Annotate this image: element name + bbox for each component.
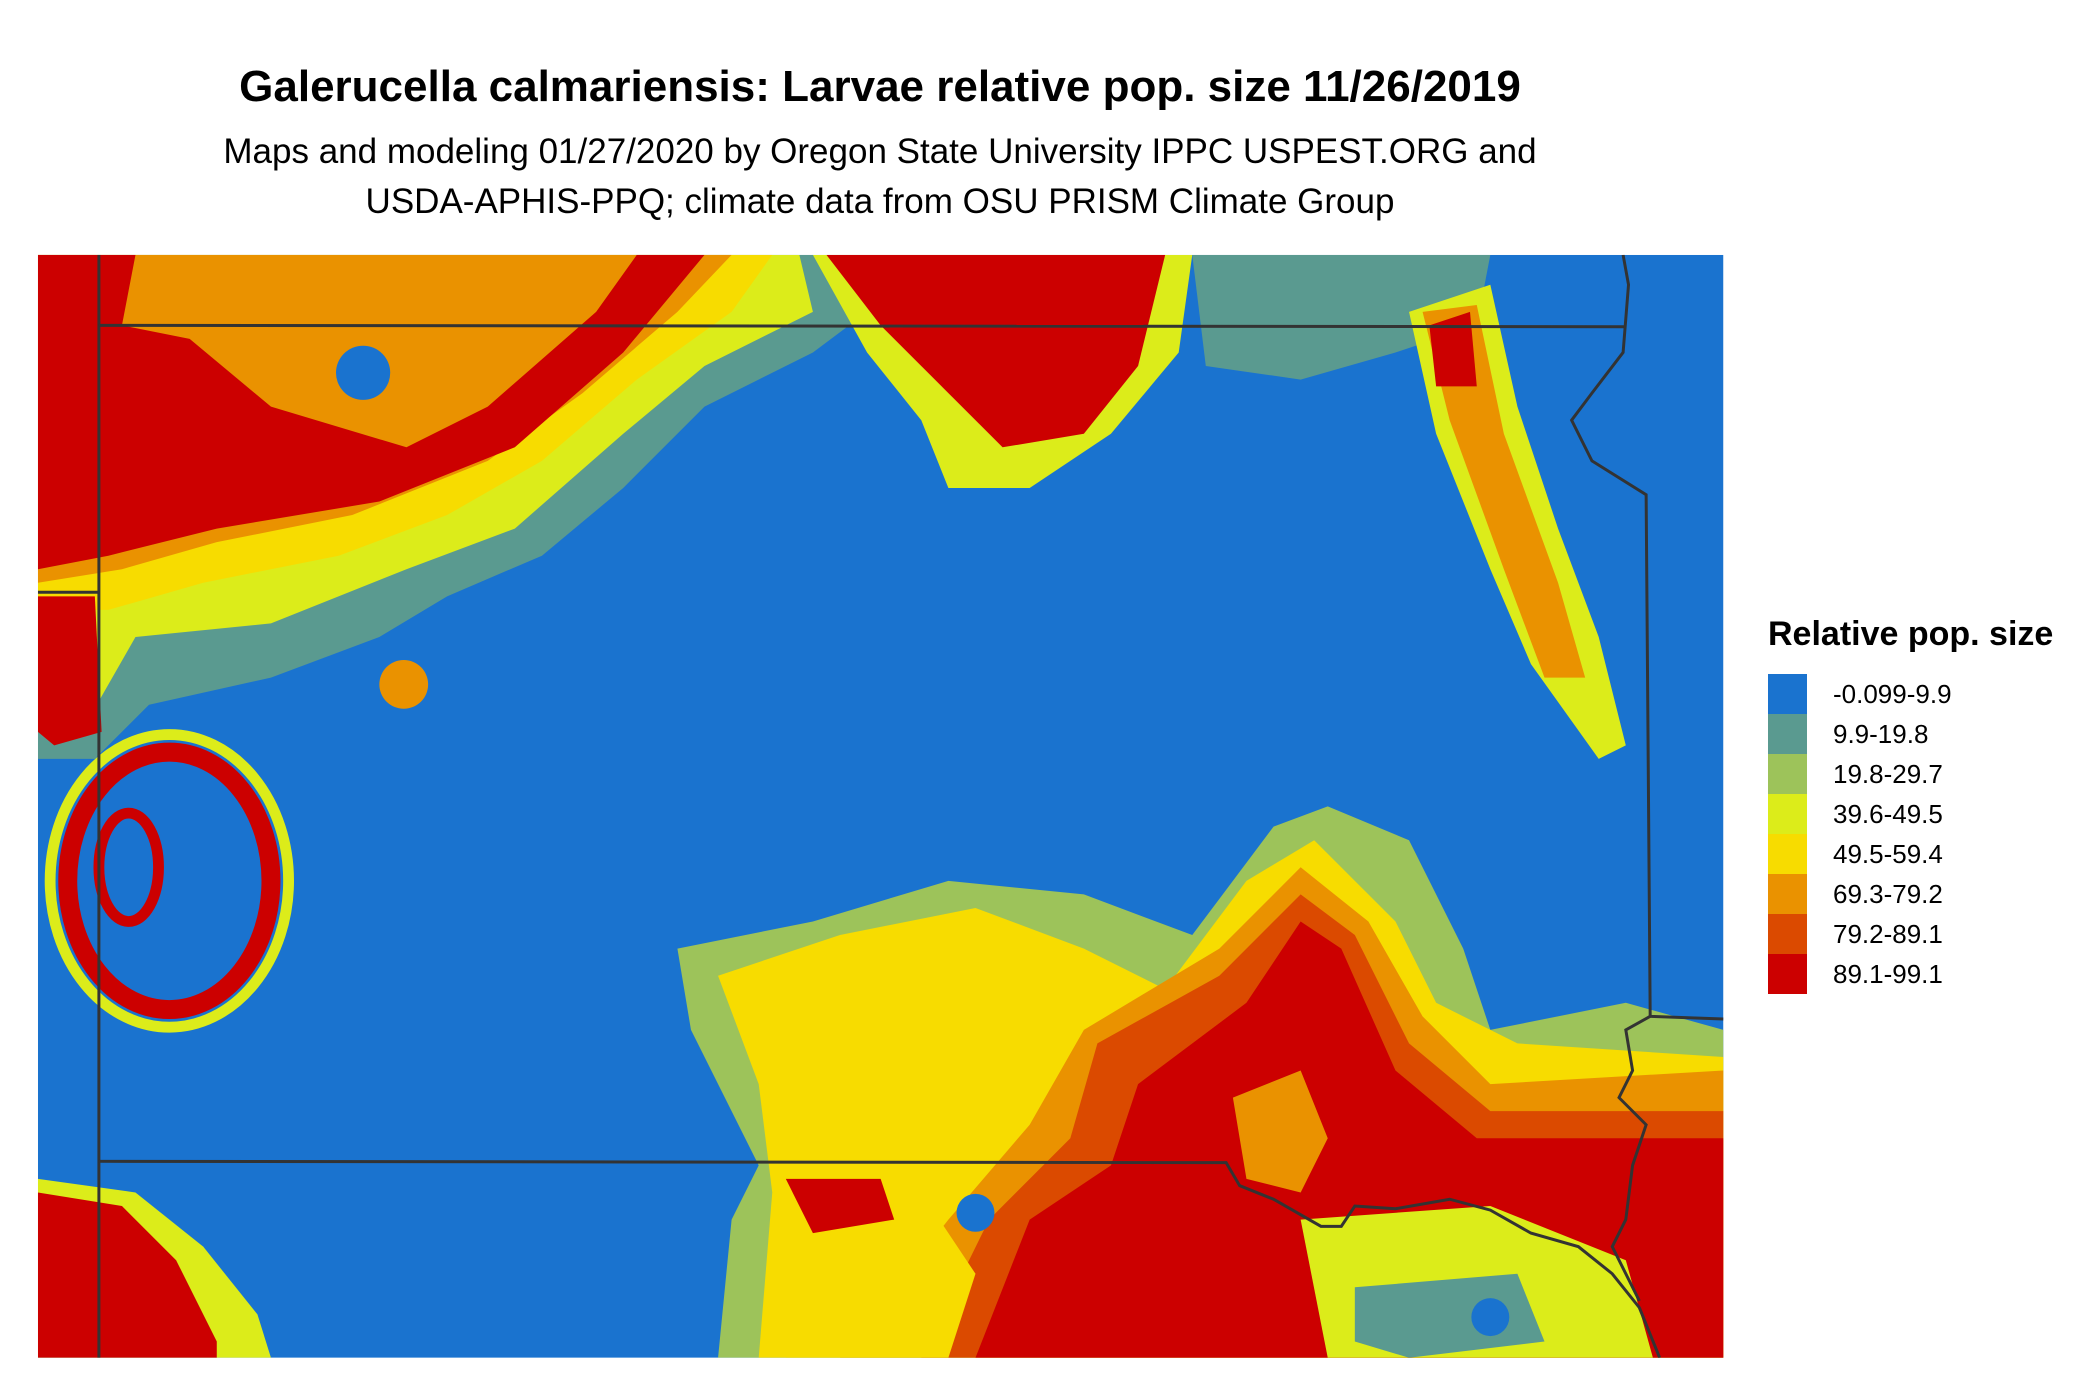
legend-title: Relative pop. size	[1768, 615, 2054, 653]
legend-label: 49.5-59.4	[1833, 838, 1943, 869]
region-yellow-sc	[785, 1192, 976, 1358]
region-red-ntop	[826, 254, 1166, 448]
region-red-nw	[37, 254, 705, 570]
map-subtitle-line2: USDA-APHIS-PPQ; climate data from OSU PR…	[365, 182, 1395, 221]
region-red-ne-spot	[1429, 311, 1477, 387]
legend-label: 79.2-89.1	[1833, 918, 1943, 949]
legend-label: 39.6-49.5	[1833, 798, 1943, 829]
legend-swatch	[1768, 874, 1807, 914]
legend-label: 69.3-79.2	[1833, 878, 1943, 909]
legend-label: -0.099-9.9	[1833, 678, 1952, 709]
legend-item: 69.3-79.2	[1768, 874, 2053, 914]
legend-item: 9.9-19.8	[1768, 714, 2053, 754]
region-blue-hole-nw	[336, 345, 391, 400]
legend-label: 19.8-29.7	[1833, 758, 1943, 789]
map-subtitle-line1: Maps and modeling 01/27/2020 by Oregon S…	[223, 132, 1537, 171]
region-red-sc	[785, 1178, 895, 1234]
legend-item: 49.5-59.4	[1768, 834, 2053, 874]
region-orange-south-inner	[1232, 1070, 1328, 1193]
legend-label: 89.1-99.1	[1833, 958, 1943, 989]
state-borders	[37, 254, 1724, 1358]
region-ring-west-outer	[44, 729, 294, 1033]
legend-item: 79.2-89.1	[1768, 914, 2053, 954]
region-ring-west	[58, 742, 281, 1020]
legend-swatch	[1768, 794, 1807, 834]
region-red-sw	[37, 1192, 217, 1358]
region-teal-se	[1354, 1273, 1545, 1358]
region-blue-hole-se	[1471, 1298, 1510, 1337]
legend-swatch	[1768, 714, 1807, 754]
legend-item: 89.1-99.1	[1768, 954, 2053, 994]
legend-item: 19.8-29.7	[1768, 754, 2053, 794]
region-hot-west-edge	[37, 596, 102, 746]
region-orange-spot	[379, 660, 429, 709]
legend-item: 39.6-49.5	[1768, 794, 2053, 834]
legend-label: 9.9-19.8	[1833, 718, 1929, 749]
legend-swatch	[1768, 754, 1807, 794]
legend-swatch	[1768, 674, 1807, 714]
legend-swatch	[1768, 954, 1807, 994]
legend-swatch	[1768, 834, 1807, 874]
region-orange-ne-strip	[1422, 305, 1586, 678]
region-blue-hole-sc	[956, 1193, 995, 1232]
legend-swatch	[1768, 914, 1807, 954]
region-teal-ne	[1192, 254, 1491, 380]
legend: Relative pop. size -0.099-9.9 9.9-19.8 19.…	[1768, 615, 2053, 994]
legend-item: -0.099-9.9	[1768, 674, 2053, 714]
map-title: Galerucella calmariensis: Larvae relativ…	[239, 62, 1521, 111]
